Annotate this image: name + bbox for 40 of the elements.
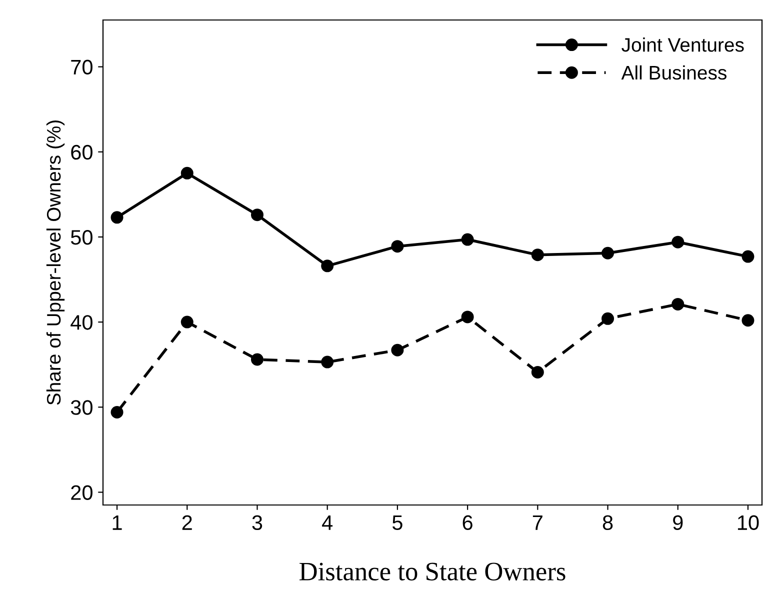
x-tick-label: 9 bbox=[673, 515, 683, 530]
y-tick-label: 60 bbox=[71, 144, 92, 160]
y-axis-title: Share of Upper-level Owners (%) bbox=[46, 120, 65, 405]
point bbox=[672, 236, 684, 248]
point bbox=[110, 211, 124, 224]
x-tick-label: 8 bbox=[602, 515, 613, 530]
point bbox=[110, 406, 124, 419]
x-tick-label: 4 bbox=[322, 515, 333, 530]
point bbox=[250, 208, 264, 222]
point bbox=[602, 246, 614, 260]
point bbox=[391, 240, 404, 253]
x-tick-label: 5 bbox=[392, 515, 402, 530]
point bbox=[250, 353, 264, 366]
point bbox=[672, 298, 684, 310]
x-tick-label: 7 bbox=[532, 515, 542, 530]
x-tick-label: 2 bbox=[182, 515, 192, 530]
point bbox=[531, 366, 544, 379]
point bbox=[742, 250, 754, 263]
legend-label: All Business bbox=[621, 65, 726, 80]
point bbox=[321, 260, 334, 272]
y-tick-label: 40 bbox=[70, 315, 92, 330]
point bbox=[391, 344, 404, 356]
point bbox=[180, 316, 194, 328]
point bbox=[742, 314, 754, 327]
x-tick-label: 1 bbox=[112, 515, 122, 530]
x-axis-title: Distance to State Owners bbox=[300, 562, 566, 580]
legend-label: Joint Ventures bbox=[622, 38, 744, 52]
y-tick-label: 30 bbox=[70, 400, 92, 415]
y-tick-label: 50 bbox=[70, 230, 92, 245]
y-tick-label: 70 bbox=[71, 60, 92, 75]
point bbox=[461, 233, 474, 246]
x-tick-label: 3 bbox=[252, 515, 262, 530]
point bbox=[602, 312, 614, 325]
x-tick-label: 10 bbox=[738, 515, 759, 530]
point bbox=[180, 166, 194, 180]
point bbox=[531, 248, 544, 262]
point bbox=[321, 356, 334, 368]
y-tick-label: 20 bbox=[71, 485, 92, 500]
point bbox=[461, 310, 474, 324]
x-tick-label: 6 bbox=[462, 515, 472, 530]
